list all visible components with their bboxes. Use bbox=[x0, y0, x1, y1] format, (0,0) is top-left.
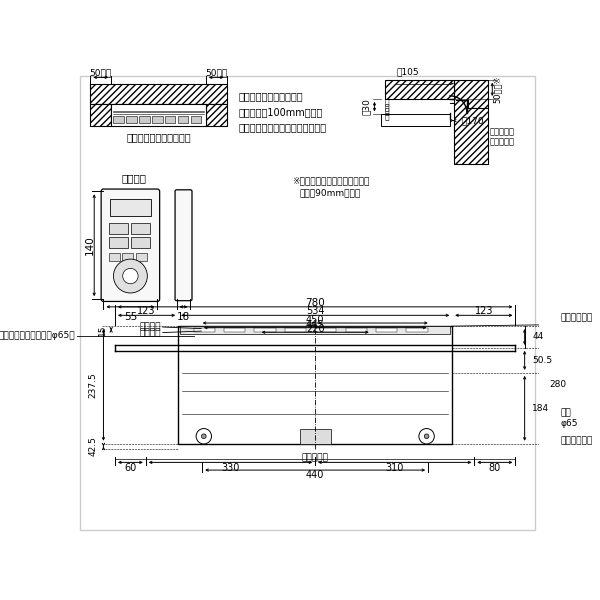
Bar bbox=[111, 104, 206, 126]
Text: 80: 80 bbox=[489, 463, 501, 473]
Text: 534: 534 bbox=[306, 307, 325, 316]
Bar bbox=[191, 116, 201, 123]
Text: 330: 330 bbox=[221, 463, 239, 473]
Text: 上下風向板
「全開」時: 上下風向板 「全開」時 bbox=[490, 127, 515, 147]
Text: 310: 310 bbox=[386, 463, 404, 473]
Text: 約30: 約30 bbox=[362, 98, 371, 115]
Circle shape bbox=[424, 434, 429, 439]
FancyBboxPatch shape bbox=[175, 190, 192, 301]
Bar bbox=[385, 80, 454, 99]
Bar bbox=[206, 104, 227, 126]
Text: 約105: 約105 bbox=[396, 67, 419, 76]
Circle shape bbox=[202, 434, 206, 439]
Text: サービス性の観点から、
できるだけ100mm以上を
確保することをおすすめします。: サービス性の観点から、 できるだけ100mm以上を 確保することをおすすめします… bbox=[238, 91, 326, 133]
Text: 室内機サービススペース: 室内機サービススペース bbox=[126, 132, 191, 142]
Bar bbox=[139, 116, 150, 123]
Text: 18: 18 bbox=[177, 312, 190, 322]
Bar bbox=[109, 253, 119, 260]
Bar bbox=[109, 223, 128, 233]
Text: 237.5: 237.5 bbox=[88, 372, 97, 398]
Bar bbox=[165, 116, 175, 123]
Text: 780: 780 bbox=[305, 298, 325, 308]
Text: 室内機外形線: 室内機外形線 bbox=[561, 313, 593, 322]
Text: 123: 123 bbox=[137, 307, 156, 316]
Bar bbox=[194, 328, 215, 332]
Bar bbox=[91, 104, 111, 126]
Bar bbox=[254, 328, 275, 332]
Bar bbox=[285, 328, 306, 332]
Bar bbox=[122, 253, 133, 260]
Bar bbox=[406, 328, 428, 332]
Circle shape bbox=[123, 268, 138, 284]
Circle shape bbox=[113, 259, 148, 293]
Text: ドレンホース: ドレンホース bbox=[561, 437, 593, 446]
Text: 140: 140 bbox=[85, 235, 95, 255]
Text: 配管引出し穴中心線（φ65）: 配管引出し穴中心線（φ65） bbox=[0, 331, 75, 340]
Bar bbox=[224, 328, 245, 332]
Bar bbox=[315, 328, 337, 332]
Text: 44: 44 bbox=[532, 332, 544, 341]
Text: 約170: 約170 bbox=[462, 116, 485, 125]
Text: 細径配管: 細径配管 bbox=[140, 328, 161, 337]
Text: 280: 280 bbox=[549, 380, 566, 389]
Text: 15: 15 bbox=[98, 324, 107, 335]
Bar bbox=[178, 326, 452, 443]
Circle shape bbox=[419, 428, 434, 444]
Text: 距: 距 bbox=[385, 107, 389, 116]
Text: 太径配管: 太径配管 bbox=[140, 323, 161, 332]
Bar bbox=[91, 83, 227, 104]
Bar bbox=[454, 80, 488, 164]
Text: 本体中心線: 本体中心線 bbox=[302, 453, 329, 462]
Bar bbox=[380, 115, 450, 126]
Bar bbox=[131, 223, 151, 233]
Text: 123: 123 bbox=[475, 307, 493, 316]
Bar bbox=[136, 253, 146, 260]
Bar bbox=[127, 116, 137, 123]
Text: 42.5: 42.5 bbox=[88, 437, 97, 457]
Bar bbox=[181, 326, 450, 334]
Text: 壁: 壁 bbox=[385, 98, 389, 107]
Circle shape bbox=[196, 428, 212, 444]
Bar bbox=[109, 237, 128, 248]
Bar bbox=[300, 429, 331, 443]
Text: 60: 60 bbox=[124, 463, 137, 473]
Bar bbox=[346, 328, 367, 332]
Text: 440: 440 bbox=[306, 470, 325, 481]
FancyBboxPatch shape bbox=[101, 189, 160, 301]
Text: 壁穴
φ65: 壁穴 φ65 bbox=[561, 409, 578, 428]
Text: 50以上※: 50以上※ bbox=[493, 76, 502, 103]
Text: 離: 離 bbox=[385, 112, 389, 121]
Bar bbox=[152, 116, 163, 123]
Text: 220: 220 bbox=[306, 324, 325, 334]
Text: 50以上: 50以上 bbox=[89, 68, 112, 77]
Bar bbox=[376, 328, 397, 332]
Text: 面: 面 bbox=[385, 103, 389, 112]
Bar bbox=[113, 116, 124, 123]
Text: 184: 184 bbox=[532, 404, 550, 413]
Text: ※室内機の背面で配管接続する
場合は90mm以上。: ※室内機の背面で配管接続する 場合は90mm以上。 bbox=[292, 176, 369, 197]
Text: 55: 55 bbox=[124, 312, 137, 322]
Bar bbox=[110, 199, 151, 216]
Text: 50以上: 50以上 bbox=[205, 68, 227, 77]
Text: 450: 450 bbox=[306, 315, 325, 325]
Bar bbox=[131, 237, 151, 248]
Text: リモコン: リモコン bbox=[122, 173, 147, 184]
Bar bbox=[178, 116, 188, 123]
Text: 445: 445 bbox=[306, 320, 325, 329]
Text: 50.5: 50.5 bbox=[532, 356, 553, 365]
